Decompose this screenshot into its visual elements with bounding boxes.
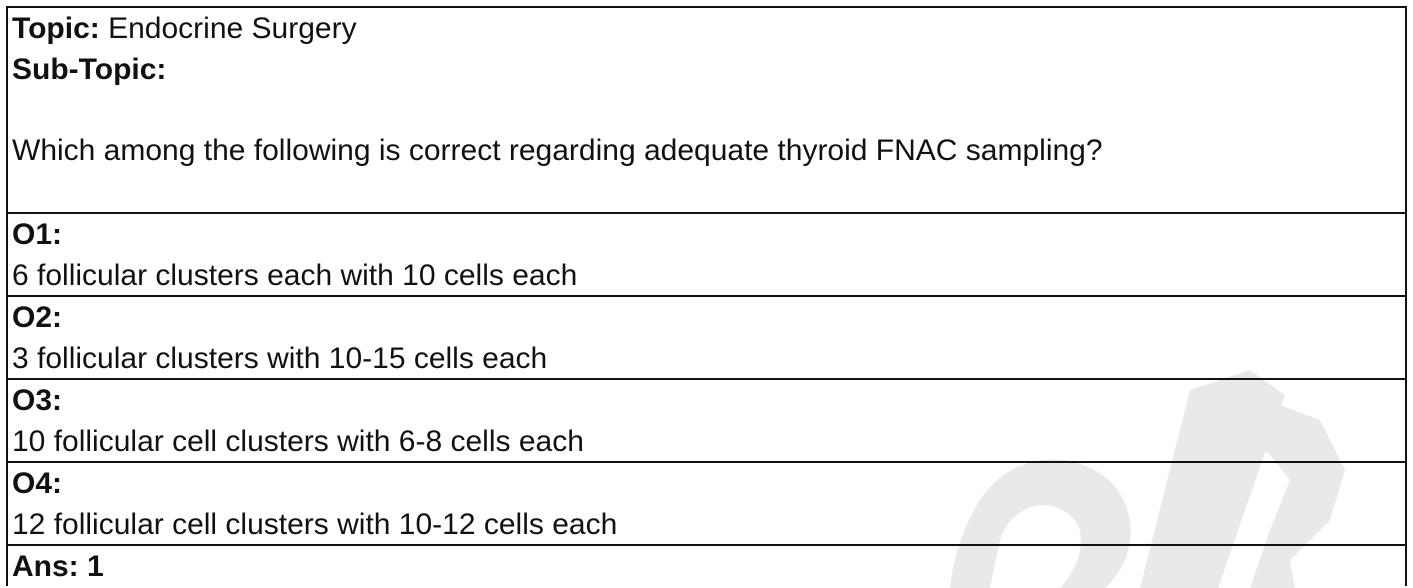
question-sheet: Topic: Endocrine Surgery Sub-Topic: Whic… [6,6,1407,586]
option-label: O3: [12,384,63,417]
question-text: Which among the following is correct reg… [12,134,1103,167]
subtopic-label: Sub-Topic: [12,53,167,86]
question-header: Topic: Endocrine Surgery Sub-Topic: Whic… [8,8,1405,214]
option-text: 6 follicular clusters each with 10 cells… [12,259,578,292]
option-text: 3 follicular clusters with 10-15 cells e… [12,342,548,375]
option-row-4: O4: 12 follicular cell clusters with 10-… [8,463,1405,546]
answer-text: Ans: 1 [12,550,104,583]
option-text: 12 follicular cell clusters with 10-12 c… [12,508,618,541]
option-row-3: O3: 10 follicular cell clusters with 6-8… [8,380,1405,463]
option-label: O2: [12,301,63,334]
option-label: O1: [12,218,63,251]
option-label: O4: [12,467,63,500]
topic-line: Topic: Endocrine Surgery [12,8,1405,49]
topic-label: Topic: [12,12,100,45]
option-text: 10 follicular cell clusters with 6-8 cel… [12,425,584,458]
topic-value: Endocrine Surgery [108,12,357,45]
option-row-2: O2: 3 follicular clusters with 10-15 cel… [8,297,1405,380]
option-row-1: O1: 6 follicular clusters each with 10 c… [8,214,1405,297]
subtopic-line: Sub-Topic: [12,49,1405,90]
answer-row: Ans: 1 [8,546,1405,586]
